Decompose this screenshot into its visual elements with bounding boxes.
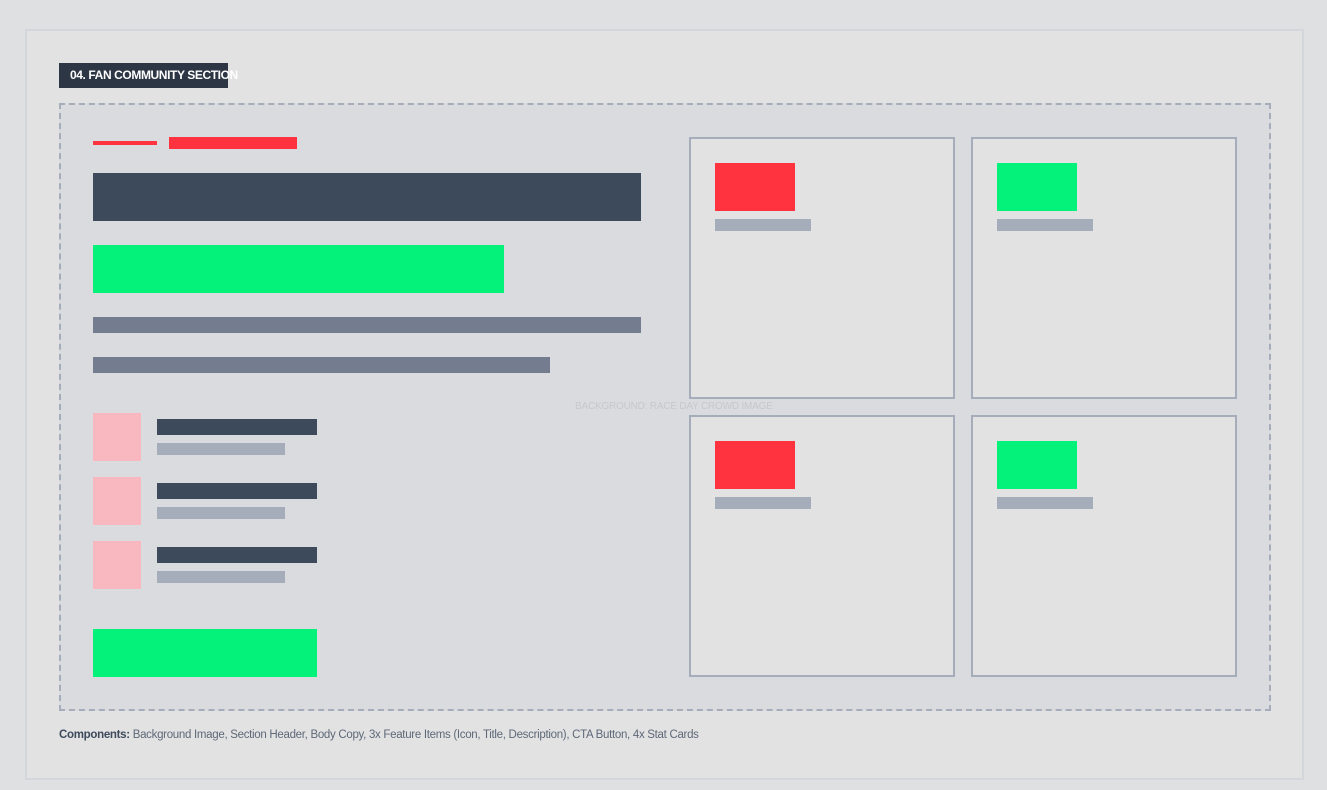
feature-icon <box>93 541 141 589</box>
feature-description-placeholder <box>157 443 285 455</box>
eyebrow-label-placeholder <box>169 137 297 149</box>
feature-description-placeholder <box>157 507 285 519</box>
stat-value-placeholder <box>997 163 1077 211</box>
feature-title-placeholder <box>157 547 317 563</box>
feature-icon <box>93 477 141 525</box>
eyebrow-line <box>93 141 157 145</box>
stat-label-placeholder <box>715 219 811 231</box>
stat-label-placeholder <box>997 497 1093 509</box>
stat-card <box>689 415 955 677</box>
body-copy-line <box>93 357 550 373</box>
headline-placeholder <box>93 173 641 221</box>
background-image-label: BACKGROUND: RACE DAY CROWD IMAGE <box>575 401 773 412</box>
stat-value-placeholder <box>715 441 795 489</box>
feature-description-placeholder <box>157 571 285 583</box>
caption-label: Components: <box>59 729 130 741</box>
headline-accent-placeholder <box>93 245 504 293</box>
stat-value-placeholder <box>715 163 795 211</box>
stat-label-placeholder <box>715 497 811 509</box>
stat-card <box>971 415 1237 677</box>
feature-title-placeholder <box>157 483 317 499</box>
feature-icon <box>93 413 141 461</box>
cta-button[interactable] <box>93 629 317 677</box>
caption-text: Background Image, Section Header, Body C… <box>129 729 699 741</box>
stat-value-placeholder <box>997 441 1077 489</box>
stat-card <box>971 137 1237 399</box>
components-caption: Components: Background Image, Section He… <box>59 729 699 741</box>
body-copy-line <box>93 317 641 333</box>
feature-title-placeholder <box>157 419 317 435</box>
stat-card <box>689 137 955 399</box>
section-tag: 04. FAN COMMUNITY SECTION <box>59 63 238 88</box>
stat-label-placeholder <box>997 219 1093 231</box>
